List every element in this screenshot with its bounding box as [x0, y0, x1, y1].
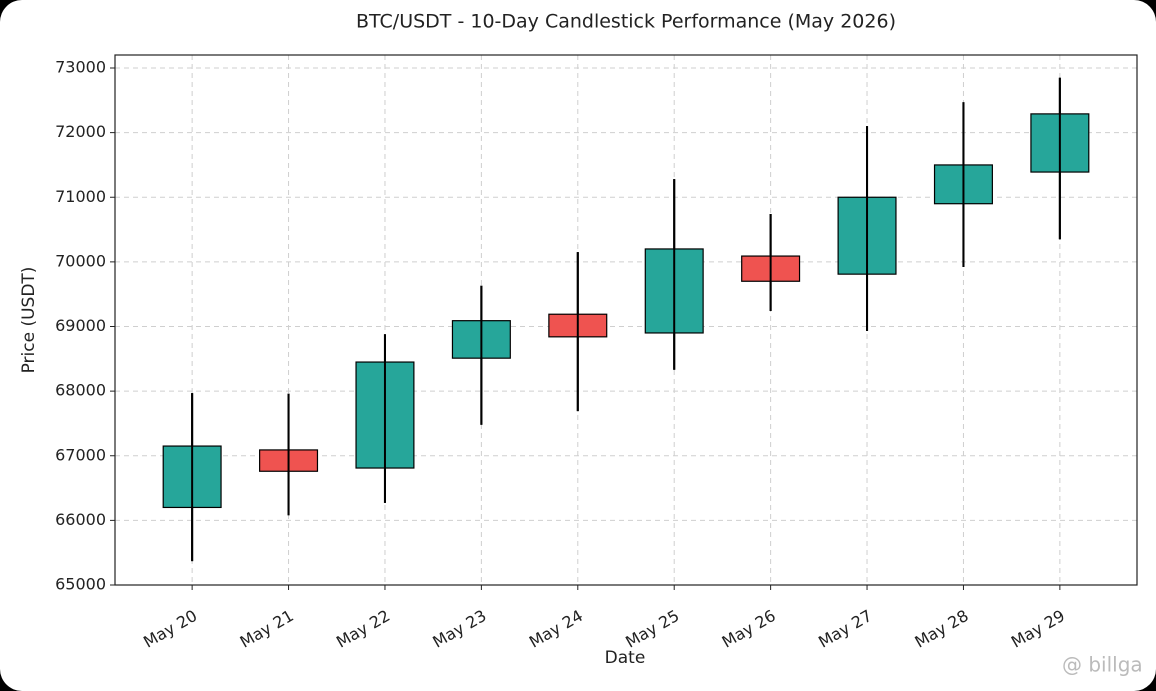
- y-tick-label: 72000: [55, 122, 106, 141]
- x-tick-label: May 29: [1008, 606, 1068, 652]
- y-tick-label: 73000: [55, 58, 106, 77]
- x-tick-label: May 24: [526, 606, 586, 652]
- x-tick-label: May 26: [719, 606, 779, 652]
- y-axis-label: Price (USDT): [19, 267, 39, 374]
- mark-layer: [162, 77, 1090, 562]
- x-axis-label: Date: [605, 648, 646, 668]
- watermark: @ billga: [1062, 653, 1143, 677]
- grid-layer: [115, 55, 1137, 586]
- x-tick-label: May 21: [237, 606, 297, 652]
- x-tick-label: May 23: [429, 606, 489, 652]
- y-tick-label: 71000: [55, 187, 106, 206]
- y-tick-label: 67000: [55, 445, 106, 464]
- y-tick-label: 68000: [55, 381, 106, 400]
- x-tick-label: May 25: [622, 606, 682, 652]
- x-tick-label: May 20: [140, 606, 200, 652]
- x-tick-label: May 27: [815, 606, 875, 652]
- y-tick-label: 65000: [55, 575, 106, 594]
- y-tick-label: 66000: [55, 510, 106, 529]
- x-tick-label: May 28: [912, 606, 972, 652]
- chart-title: BTC/USDT - 10-Day Candlestick Performanc…: [356, 11, 896, 33]
- y-tick-label: 70000: [55, 251, 106, 270]
- plot-frame: [114, 54, 1138, 586]
- y-tick-label: 69000: [55, 316, 106, 335]
- x-tick-label: May 22: [333, 606, 393, 652]
